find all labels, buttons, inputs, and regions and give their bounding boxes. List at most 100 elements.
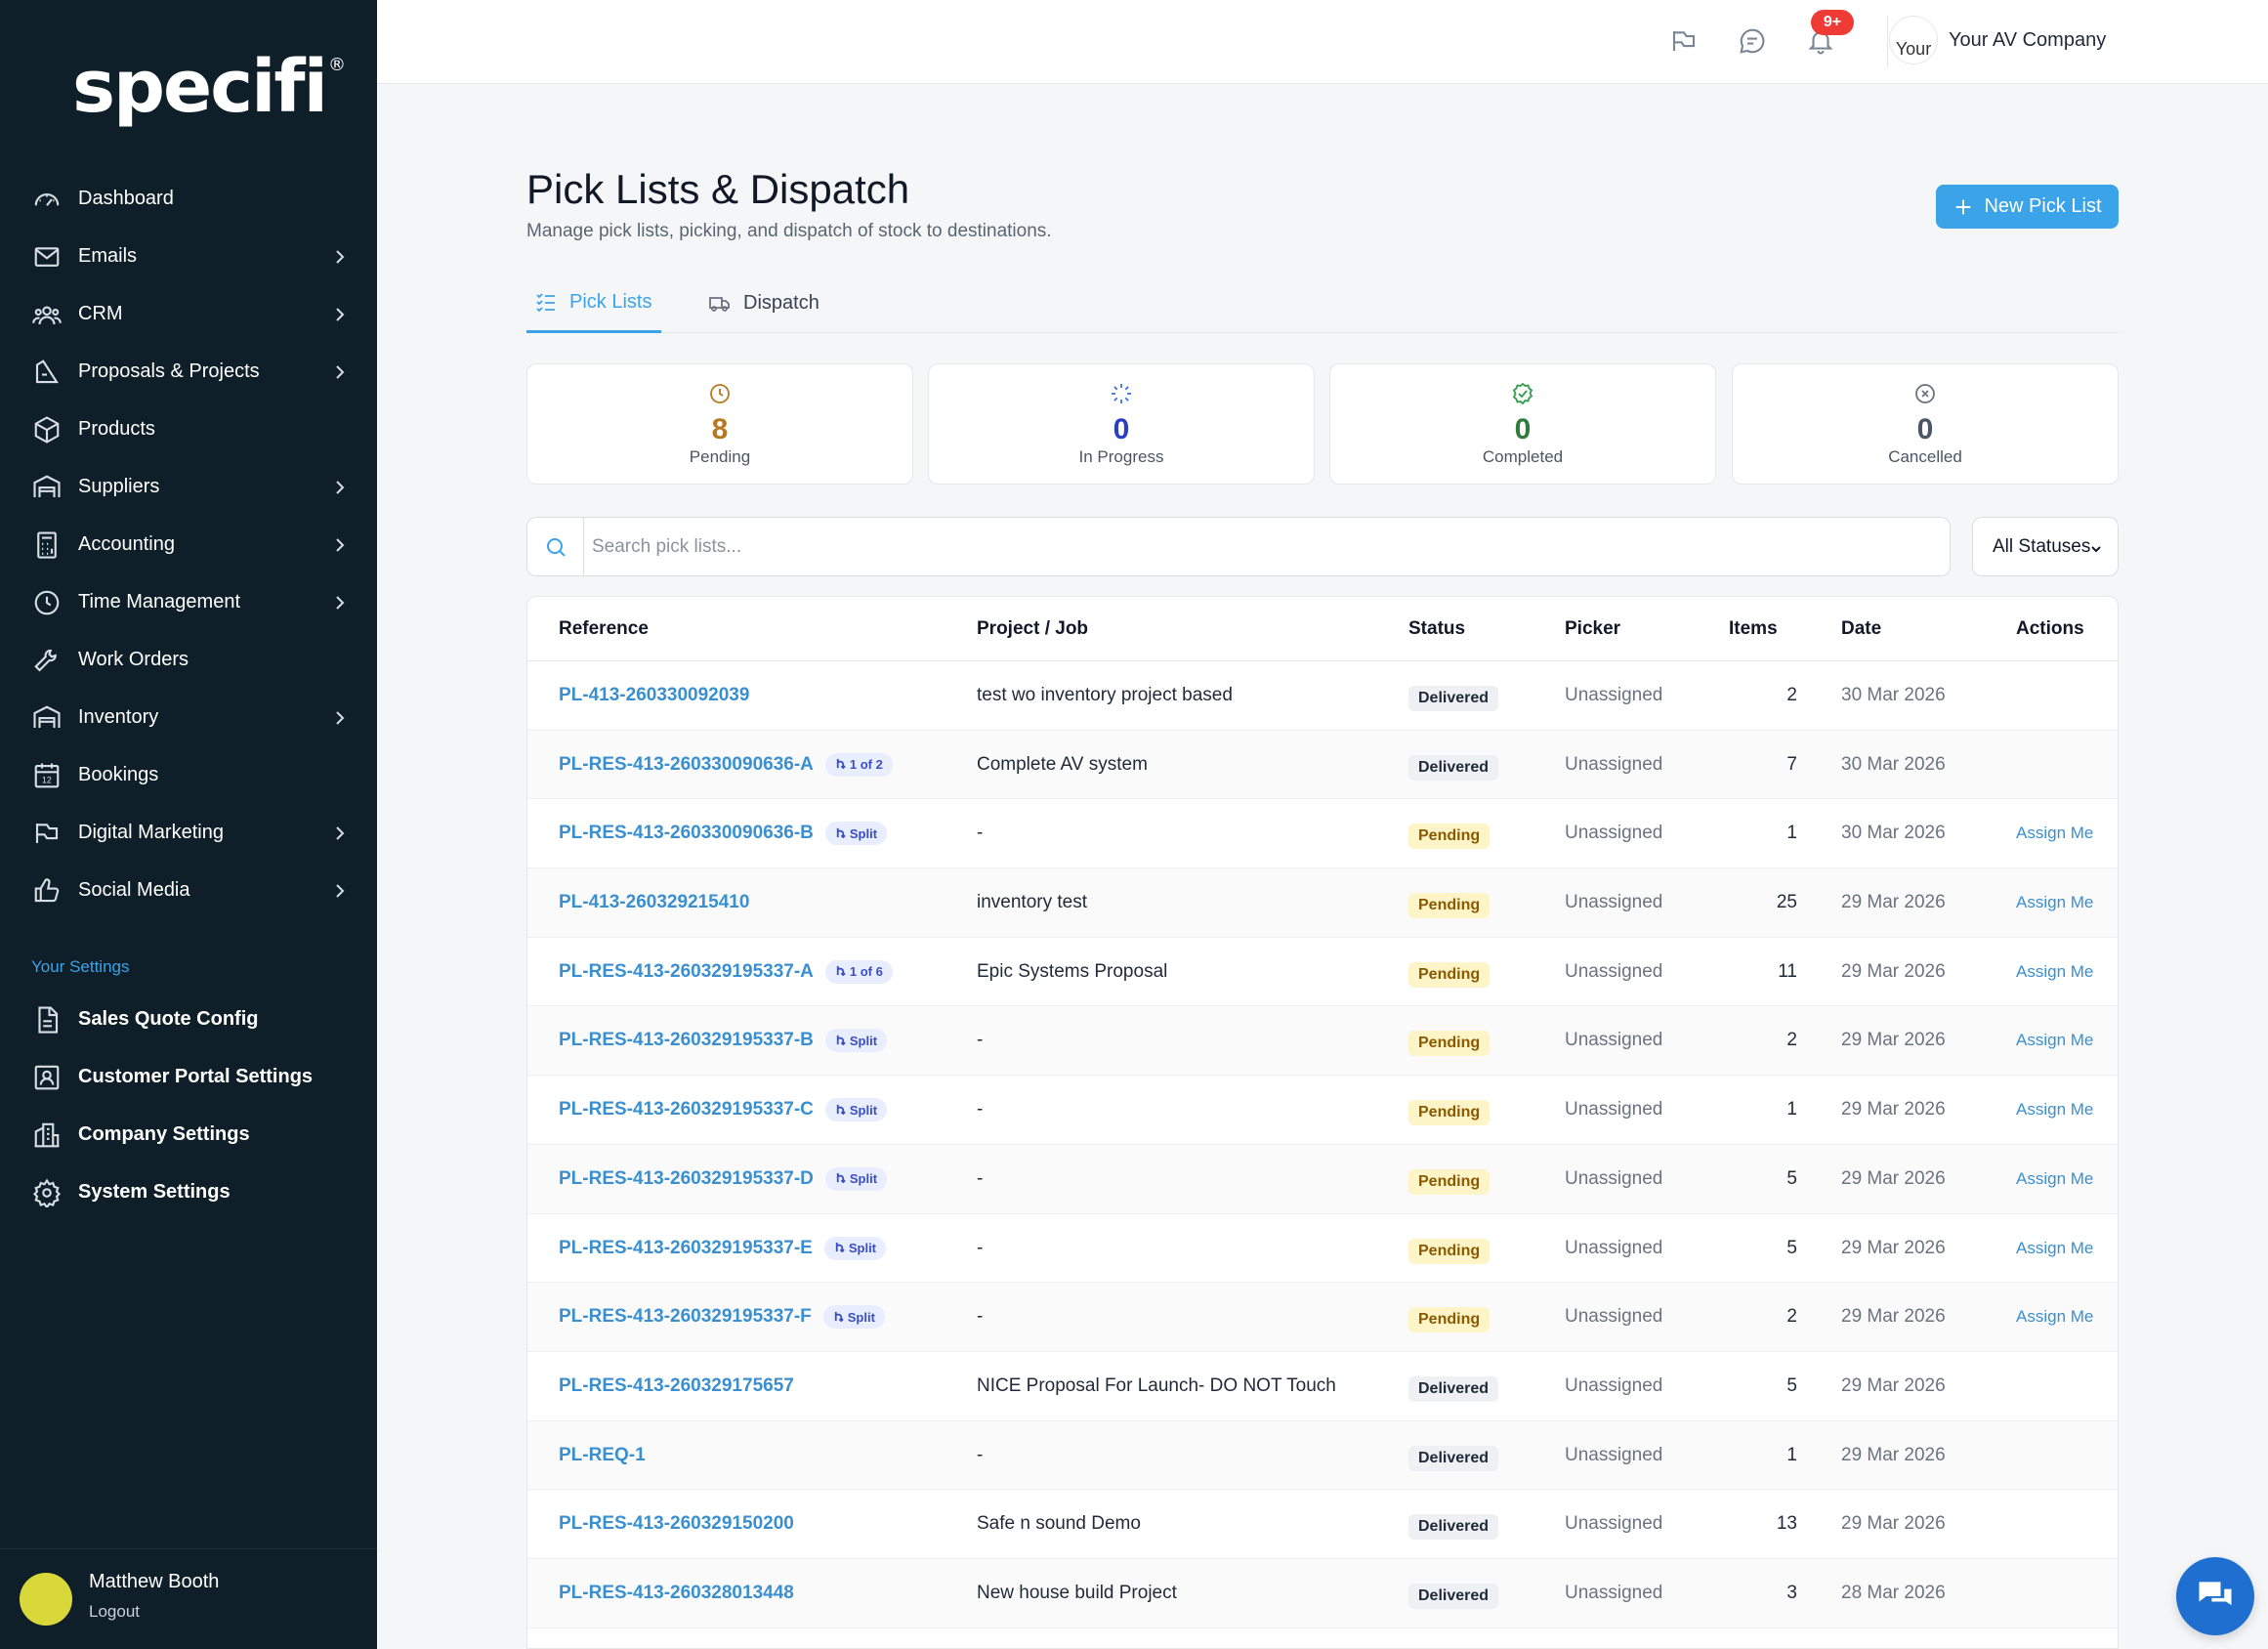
assign-me-button[interactable]: Assign Me	[2016, 1031, 2094, 1050]
table-row[interactable]: PL-RES-413-260329195337-E Split - Pending…	[527, 1214, 2118, 1284]
reference-link[interactable]: PL-RES-413-260329195337-B	[559, 1030, 814, 1051]
specifi-logo[interactable]: specifi ®	[72, 45, 346, 129]
col-status[interactable]: Status	[1408, 618, 1466, 639]
stat-card-cancelled[interactable]: 0 Cancelled	[1732, 363, 2119, 485]
reference-link[interactable]: PL-RES-413-260329150200	[559, 1513, 794, 1535]
cell-reference: PL-RES-413-260329175657	[559, 1352, 794, 1420]
table-row[interactable]: PL-RES-413-260329195337-B Split - Pending…	[527, 1006, 2118, 1077]
chat-icon[interactable]	[1735, 23, 1770, 59]
cell-status: Pending	[1408, 1076, 1491, 1144]
company-name[interactable]: Your AV Company	[1949, 29, 2107, 51]
table-row[interactable]: PL-RES-413-260329195337-F Split - Pending…	[527, 1283, 2118, 1352]
sidebar-item-products[interactable]: Products	[0, 401, 377, 458]
logout-link[interactable]: Logout	[89, 1602, 140, 1621]
cell-status: Pending	[1408, 1283, 1491, 1351]
assign-me-button[interactable]: Assign Me	[2016, 1100, 2094, 1120]
col-picker[interactable]: Picker	[1565, 618, 1621, 639]
reference-link[interactable]: PL-REQ-1	[559, 1444, 646, 1465]
reference-link[interactable]: PL-RES-413-260329195337-D	[559, 1167, 814, 1189]
table-row[interactable]: PL-RES-413-260328013448 New house build …	[527, 1558, 2118, 1628]
sidebar-item-system-settings[interactable]: System Settings	[0, 1163, 377, 1221]
stat-card-in-progress[interactable]: 0 In Progress	[928, 363, 1315, 485]
col-date[interactable]: Date	[1841, 618, 1882, 639]
reference-link[interactable]: PL-RES-413-260330090636-B	[559, 823, 814, 844]
stat-label: Pending	[689, 447, 751, 466]
sidebar-item-work-orders[interactable]: Work Orders	[0, 631, 377, 689]
reference-link[interactable]: PL-413-260329215410	[559, 892, 750, 913]
table-row[interactable]: PL-RES-413-260329195337-C Split - Pending…	[527, 1076, 2118, 1145]
sidebar-item-customer-portal-settings[interactable]: Customer Portal Settings	[0, 1048, 377, 1106]
table-row[interactable]: PL-RES-413-260330090636-B Split - Pending…	[527, 799, 2118, 869]
cell-items: 13	[1776, 1513, 1797, 1535]
col-project[interactable]: Project / Job	[977, 618, 1089, 639]
table-row[interactable]: PL-RES-413-260329175657 NICE Proposal Fo…	[527, 1352, 2118, 1421]
table-row[interactable]: PL-RES-413-260329195337-A 1 of 6 Epic Sys…	[527, 938, 2118, 1007]
reference-link[interactable]: PL-413-260330092039	[559, 685, 750, 705]
reference-link[interactable]: PL-RES-413-260330090636-A	[559, 753, 814, 775]
git-branch-icon	[835, 1034, 846, 1048]
stat-card-completed[interactable]: 0 Completed	[1329, 363, 1716, 485]
new-pick-list-button[interactable]: New Pick List	[1936, 185, 2119, 229]
sidebar-item-social-media[interactable]: Social Media	[0, 862, 377, 919]
col-items[interactable]: Items	[1729, 618, 1778, 639]
assign-me-button[interactable]: Assign Me	[2016, 1168, 2094, 1188]
assign-me-button[interactable]: Assign Me	[2016, 893, 2094, 912]
status-filter-value: All Statuses	[1993, 535, 2091, 557]
reference-link[interactable]: PL-RES-413-260329195337-F	[559, 1306, 812, 1328]
stat-label: Cancelled	[1888, 447, 1962, 466]
table-row[interactable]: PL-REQ-1 - Delivered Unassigned 1 29 Mar…	[527, 1420, 2118, 1491]
table-row[interactable]: PL-RES-413-260329150200 Safe n sound Dem…	[527, 1490, 2118, 1559]
status-filter-select[interactable]: All Statuses	[1972, 517, 2119, 576]
sidebar-item-bookings[interactable]: 12 Bookings	[0, 746, 377, 804]
badge-text: Split	[849, 1102, 878, 1118]
assign-me-button[interactable]: Assign Me	[2016, 1307, 2094, 1327]
sidebar-item-accounting[interactable]: Accounting	[0, 516, 377, 573]
svg-text:12: 12	[42, 775, 52, 784]
tabs: Pick Lists Dispatch	[526, 274, 2119, 333]
sidebar-item-crm[interactable]: CRM	[0, 285, 377, 343]
live-chat-button[interactable]	[2176, 1557, 2254, 1635]
stat-value: 8	[711, 413, 729, 445]
company-logo[interactable]: Your	[1889, 16, 1938, 64]
user-avatar[interactable]	[20, 1573, 72, 1626]
sidebar-item-label: Company Settings	[78, 1123, 250, 1145]
reference-link[interactable]: PL-RES-413-260329195337-A	[559, 960, 814, 982]
split-badge: Split	[824, 1166, 888, 1191]
assign-me-button[interactable]: Assign Me	[2016, 961, 2094, 981]
table-row[interactable]: PL-RES-413-260330090636-A 1 of 2 Complete…	[527, 730, 2118, 800]
megaphone-icon[interactable]	[1666, 23, 1701, 59]
col-reference[interactable]: Reference	[559, 618, 649, 639]
sidebar-item-digital-marketing[interactable]: Digital Marketing	[0, 804, 377, 862]
search-input[interactable]	[592, 518, 1940, 575]
cell-actions: Assign Me	[2016, 1214, 2093, 1283]
sidebar-item-sales-quote-config[interactable]: Sales Quote Config	[0, 991, 377, 1048]
sidebar-item-inventory[interactable]: Inventory	[0, 689, 377, 746]
sidebar-item-emails[interactable]: Emails	[0, 228, 377, 285]
sidebar-item-time-management[interactable]: Time Management	[0, 573, 377, 631]
split-part-badge: 1 of 2	[824, 752, 893, 777]
cell-project: New house build Project	[977, 1582, 1177, 1603]
cell-date: 30 Mar 2026	[1841, 823, 1946, 844]
assign-me-button[interactable]: Assign Me	[2016, 1238, 2094, 1257]
reference-link[interactable]: PL-RES-413-260329195337-C	[559, 1099, 814, 1120]
reference-link[interactable]: PL-RES-413-260328013448	[559, 1582, 794, 1603]
sidebar-item-proposals-projects[interactable]: Proposals & Projects	[0, 343, 377, 401]
table-row[interactable]: PL-413-260330092039 test wo inventory pr…	[527, 661, 2118, 731]
sidebar-item-dashboard[interactable]: Dashboard	[0, 170, 377, 228]
reference-link[interactable]: PL-RES-413-260329175657	[559, 1374, 794, 1396]
search-bar	[526, 517, 1951, 576]
cell-actions: Assign Me	[2016, 1283, 2093, 1351]
badge-text: Split	[847, 1309, 875, 1325]
tab-dispatch[interactable]: Dispatch	[708, 274, 819, 333]
assign-me-button[interactable]: Assign Me	[2016, 824, 2094, 843]
reference-link[interactable]: PL-RES-413-260329195337-E	[559, 1237, 813, 1258]
status-badge: Delivered	[1408, 686, 1499, 711]
stat-card-pending[interactable]: 8 Pending	[526, 363, 913, 485]
sidebar-item-company-settings[interactable]: Company Settings	[0, 1106, 377, 1163]
cell-picker: Unassigned	[1565, 1374, 1663, 1396]
tab-pick-lists[interactable]: Pick Lists	[526, 274, 661, 333]
table-row[interactable]: PL-RES-413-260329195337-D Split - Pending…	[527, 1144, 2118, 1214]
sidebar-item-suppliers[interactable]: Suppliers	[0, 458, 377, 516]
table-row[interactable]: PL-413-260329215410 inventory test Pendi…	[527, 868, 2118, 938]
git-branch-icon	[835, 826, 846, 841]
